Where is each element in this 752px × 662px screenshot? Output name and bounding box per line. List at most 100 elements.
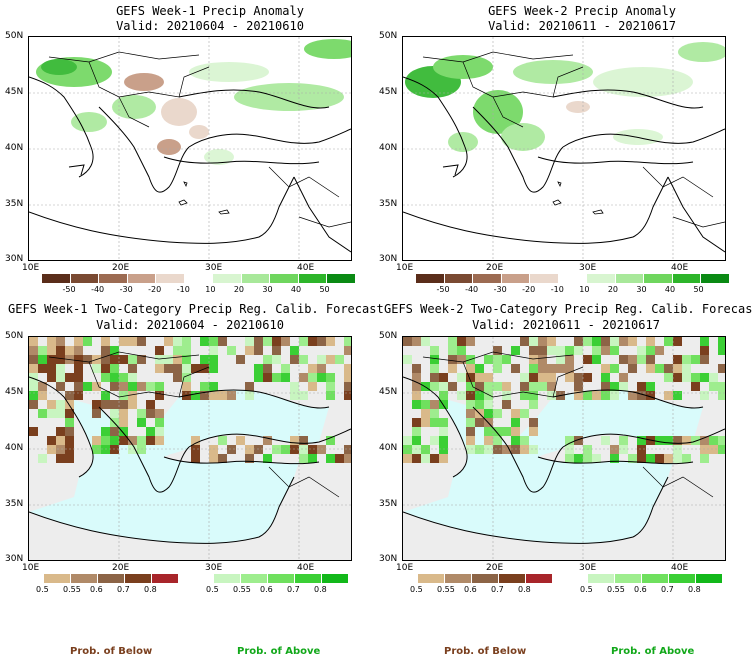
forecast-cell bbox=[236, 436, 245, 445]
forecast-cell bbox=[610, 346, 619, 355]
panel4-lon-10: 10E bbox=[396, 563, 414, 573]
forecast-cell bbox=[430, 454, 439, 463]
forecast-cell bbox=[574, 391, 583, 400]
forecast-cell bbox=[128, 382, 137, 391]
forecast-cell bbox=[146, 400, 155, 409]
forecast-cell bbox=[209, 364, 218, 373]
forecast-cell bbox=[511, 364, 520, 373]
forecast-cell bbox=[290, 382, 299, 391]
islands bbox=[178, 181, 230, 215]
forecast-cell bbox=[493, 436, 502, 445]
forecast-cell bbox=[592, 391, 601, 400]
forecast-cell bbox=[511, 409, 520, 418]
panel2-title: GEFS Week-2 Precip Anomaly bbox=[488, 4, 676, 18]
forecast-cell bbox=[466, 445, 475, 454]
anomaly-colorbar-swatch bbox=[558, 274, 588, 283]
forecast-cell bbox=[326, 436, 335, 445]
above-colorbar-swatch bbox=[241, 574, 268, 583]
forecast-cell bbox=[412, 373, 421, 382]
forecast-cell bbox=[272, 337, 281, 346]
panel3-below-colorbar bbox=[44, 574, 179, 583]
colorbar-tick-label: 0.7 bbox=[287, 585, 300, 594]
forecast-cell bbox=[565, 454, 574, 463]
panel3-lat-30: 30N bbox=[5, 554, 24, 564]
anomaly-dry-areas bbox=[566, 101, 590, 113]
forecast-cell bbox=[263, 454, 272, 463]
forecast-cell bbox=[83, 355, 92, 364]
anomaly-colorbar-swatch bbox=[156, 274, 185, 283]
forecast-cell bbox=[718, 436, 725, 445]
forecast-cell bbox=[583, 337, 592, 346]
forecast-cell bbox=[529, 364, 538, 373]
forecast-cell bbox=[155, 409, 164, 418]
forecast-cell bbox=[128, 391, 137, 400]
panel4-lat-50: 50N bbox=[379, 331, 398, 341]
anomaly-colorbar-swatch bbox=[327, 274, 356, 283]
forecast-cell bbox=[421, 445, 430, 454]
forecast-cell bbox=[290, 436, 299, 445]
forecast-cell bbox=[47, 409, 56, 418]
panel2-lon-10: 10E bbox=[396, 263, 414, 273]
forecast-cell bbox=[430, 373, 439, 382]
forecast-cell bbox=[466, 391, 475, 400]
forecast-cell bbox=[700, 436, 709, 445]
anomaly-colorbar-swatch bbox=[298, 274, 328, 283]
panel4-lat-35: 35N bbox=[379, 499, 398, 509]
forecast-cell bbox=[520, 409, 529, 418]
forecast-cell bbox=[74, 337, 83, 346]
forecast-cell bbox=[421, 337, 430, 346]
forecast-cell bbox=[601, 346, 610, 355]
forecast-cell bbox=[457, 355, 466, 364]
forecast-cell bbox=[475, 373, 484, 382]
forecast-cell bbox=[502, 427, 511, 436]
panel4-above-colorbar bbox=[588, 574, 723, 583]
colorbar-tick-label: -40 bbox=[465, 285, 479, 294]
forecast-cell bbox=[209, 445, 218, 454]
above-colorbar-swatch bbox=[322, 574, 349, 583]
forecast-cell bbox=[227, 445, 236, 454]
forecast-cell bbox=[691, 382, 700, 391]
forecast-cell bbox=[272, 355, 281, 364]
panel4-map bbox=[402, 336, 726, 561]
forecast-cell bbox=[110, 382, 119, 391]
forecast-cell bbox=[583, 373, 592, 382]
forecast-cell bbox=[56, 436, 65, 445]
forecast-cell bbox=[547, 337, 556, 346]
above-colorbar-swatch bbox=[214, 574, 241, 583]
forecast-cell bbox=[317, 337, 326, 346]
forecast-cell bbox=[218, 337, 227, 346]
forecast-cell bbox=[421, 400, 430, 409]
forecast-cell bbox=[128, 364, 137, 373]
country-borders bbox=[48, 351, 340, 498]
panel2-lat-40: 40N bbox=[379, 143, 398, 153]
forecast-cell bbox=[326, 391, 335, 400]
panel3-valid: Valid: 20210604 - 20210610 bbox=[96, 318, 284, 332]
colorbar-tick-label: -50 bbox=[436, 285, 450, 294]
forecast-cell bbox=[110, 364, 119, 373]
forecast-cell bbox=[583, 355, 592, 364]
forecast-cell bbox=[173, 373, 182, 382]
forecast-cell bbox=[263, 355, 272, 364]
forecast-cell bbox=[101, 373, 110, 382]
forecast-cell bbox=[412, 427, 421, 436]
forecast-cell bbox=[430, 436, 439, 445]
forecast-cell bbox=[29, 346, 38, 355]
below-colorbar-swatch bbox=[44, 574, 71, 583]
forecast-cell bbox=[146, 427, 155, 436]
colorbar-tick-label: -30 bbox=[119, 285, 133, 294]
forecast-cell bbox=[691, 373, 700, 382]
forecast-cell bbox=[610, 391, 619, 400]
forecast-cell bbox=[56, 400, 65, 409]
forecast-cell bbox=[448, 355, 457, 364]
forecast-cell bbox=[664, 436, 673, 445]
forecast-cell bbox=[628, 454, 637, 463]
forecast-cell bbox=[344, 346, 351, 355]
forecast-cell bbox=[56, 382, 65, 391]
colorbar-tick-label: 0.55 bbox=[233, 585, 251, 594]
forecast-cell bbox=[619, 445, 628, 454]
forecast-cell bbox=[484, 391, 493, 400]
anomaly-colorbar-swatch bbox=[701, 274, 730, 283]
colorbar-tick-label: 0.6 bbox=[634, 585, 647, 594]
forecast-cell bbox=[547, 346, 556, 355]
forecast-cell bbox=[700, 391, 709, 400]
